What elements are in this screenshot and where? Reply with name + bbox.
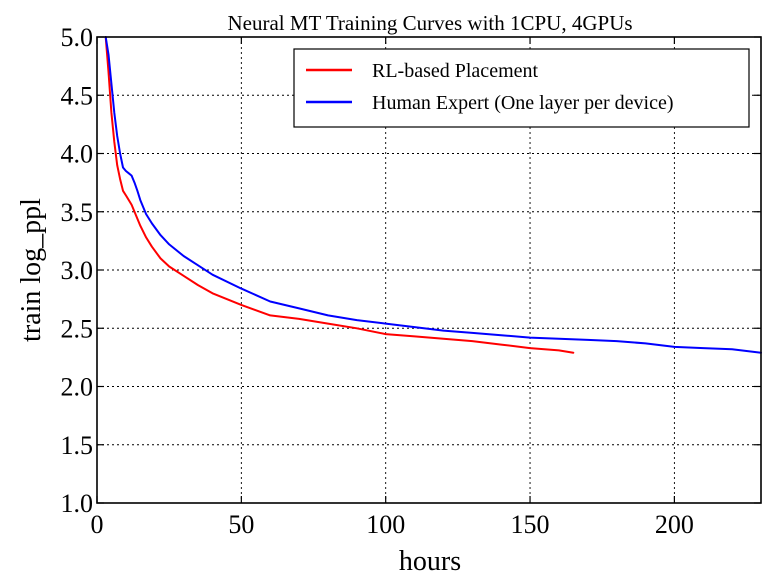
chart-title: Neural MT Training Curves with 1CPU, 4GP…: [227, 11, 632, 35]
y-tick-label-1-0: 1.0: [61, 489, 94, 518]
y-tick-label-2-0: 2.0: [61, 373, 94, 402]
legend-label-rl-based-placement: RL-based Placement: [372, 60, 538, 82]
x-tick-labels: 0 50 100 150 200: [91, 510, 694, 539]
series-line-rl-based-placement: [104, 36, 575, 354]
series-lines: [104, 36, 762, 354]
x-tick-label-200: 200: [655, 510, 694, 539]
y-tick-label-4-5: 4.5: [61, 81, 94, 110]
y-tick-label-3-5: 3.5: [61, 198, 94, 227]
y-tick-label-2-5: 2.5: [61, 314, 94, 343]
series-line-human-expert-one-layer-per-device: [104, 36, 762, 354]
legend-label-human-expert: Human Expert (One layer per device): [372, 92, 674, 114]
axis-ticks: [96, 36, 761, 504]
y-tick-label-5-0: 5.0: [61, 23, 94, 52]
x-tick-label-0: 0: [91, 510, 104, 539]
y-tick-label-1-5: 1.5: [61, 431, 94, 460]
legend: RL-based Placement Human Expert (One lay…: [293, 48, 750, 128]
x-tick-label-100: 100: [366, 510, 405, 539]
x-tick-label-150: 150: [511, 510, 550, 539]
legend-box: [293, 48, 750, 128]
x-axis-title: hours: [399, 546, 461, 577]
y-tick-label-3-0: 3.0: [61, 256, 94, 285]
y-axis-title: train log_ppl: [16, 198, 47, 342]
grid-lines: [97, 37, 761, 503]
y-tick-labels: 1.0 1.5 2.0 2.5 3.0 3.5 4.0 4.5 5.0: [61, 23, 94, 518]
x-tick-label-50: 50: [228, 510, 254, 539]
y-tick-label-4-0: 4.0: [61, 140, 94, 169]
